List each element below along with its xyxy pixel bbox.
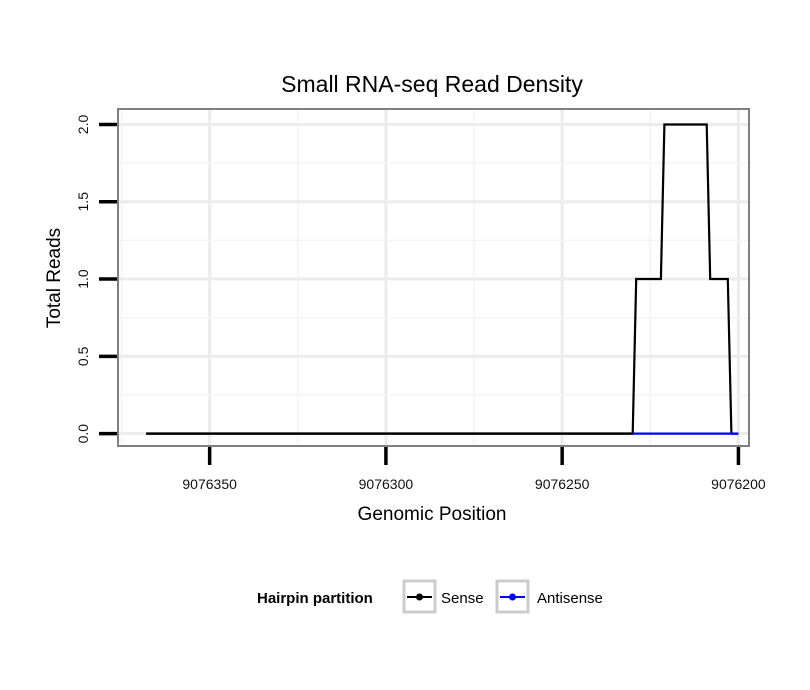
x-tick-label: 9076350 (182, 476, 237, 492)
plot-panel-border (117, 108, 750, 447)
x-axis: 9076350 9076300 9076250 9076200 (182, 447, 766, 492)
x-axis-label: Genomic Position (358, 504, 507, 525)
y-tick-label: 1.0 (75, 269, 91, 289)
x-tick-label: 9076250 (535, 476, 590, 492)
chart-title: Small RNA-seq Read Density (281, 71, 583, 97)
legend-key-point-antisense (509, 593, 516, 601)
y-tick-label: 0.0 (75, 424, 91, 444)
y-axis: 0.0 0.5 1.0 1.5 2.0 (75, 115, 117, 444)
y-tick-label: 0.5 (75, 346, 91, 366)
y-tick-label: 1.5 (75, 192, 91, 212)
grid-lines (118, 109, 749, 446)
legend-title: Hairpin partition (257, 590, 373, 607)
series-line-sense (146, 123, 739, 435)
x-tick-label: 9076300 (359, 476, 414, 492)
y-axis-label: Total Reads (44, 228, 65, 328)
legend-key-point-sense (416, 593, 423, 601)
x-tick-label: 9076200 (711, 476, 766, 492)
legend-label-sense: Sense (441, 590, 484, 607)
legend: Hairpin partition Sense Antisense (257, 579, 603, 614)
y-tick-label: 2.0 (75, 115, 91, 135)
series-layer (146, 123, 739, 435)
legend-label-antisense: Antisense (537, 590, 603, 607)
legend-keys: Sense Antisense (402, 579, 603, 614)
